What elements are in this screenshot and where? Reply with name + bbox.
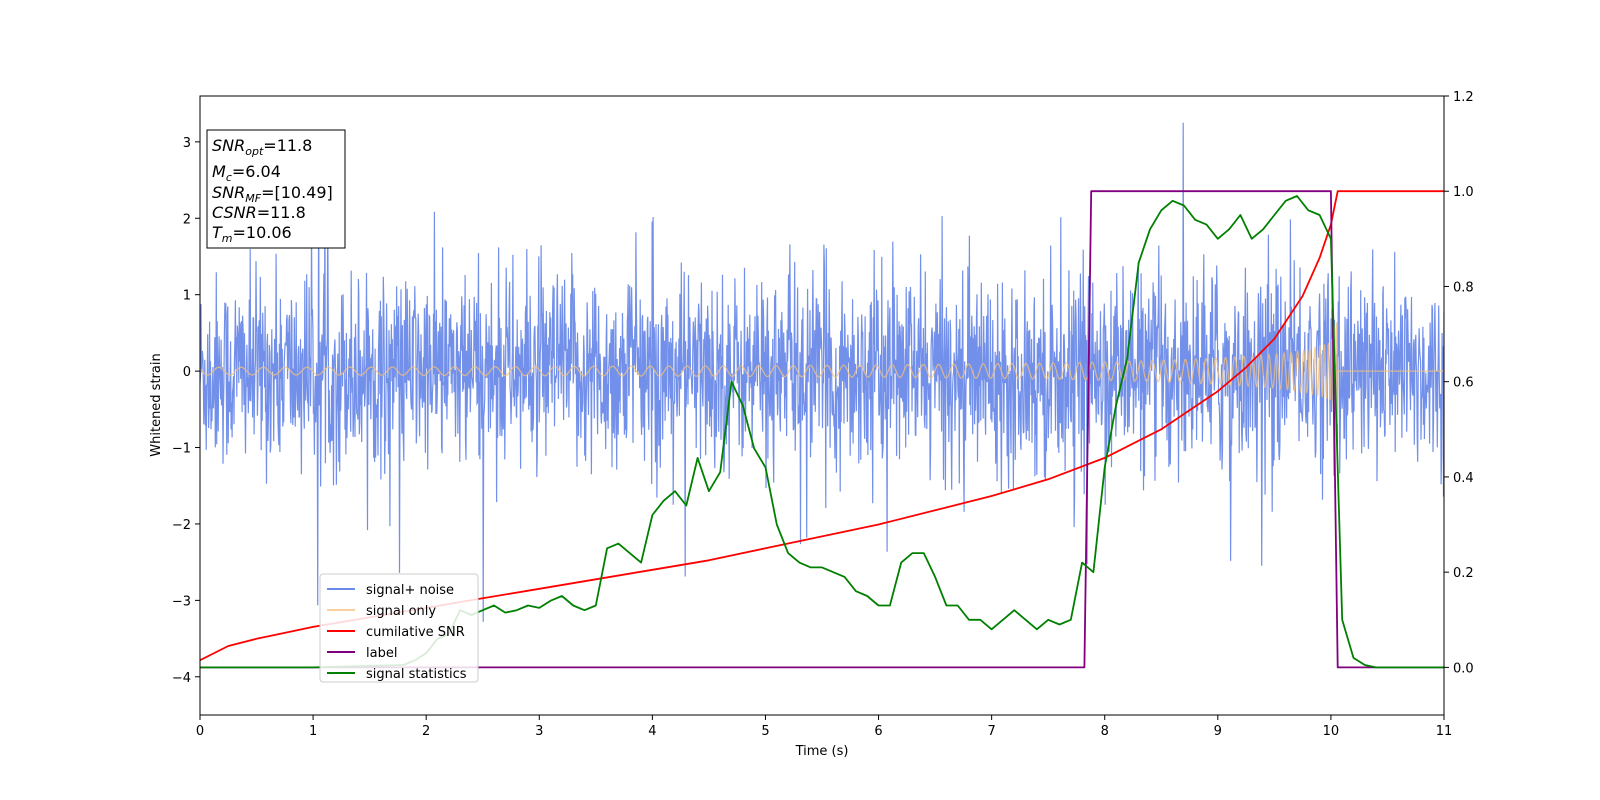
- y-tick-label: 3: [183, 136, 191, 151]
- y-axis-left: −4 −3 −2 −1 0 1 2 3: [172, 136, 200, 686]
- x-tick-label: 7: [987, 724, 995, 739]
- info-box: SNRopt=11.8 Mc=6.04 SNRMF=[10.49] CSNR=1…: [206, 129, 346, 249]
- y-tick-label: −3: [172, 594, 191, 609]
- y-tick-label: 2: [183, 212, 191, 227]
- x-tick-label: 11: [1436, 724, 1453, 739]
- legend: signal+ noise signal only cumilative SNR la…: [319, 573, 479, 683]
- x-tick-label: 9: [1214, 724, 1222, 739]
- legend-label: signal+ noise: [366, 583, 454, 598]
- legend-label: cumilative SNR: [366, 625, 465, 640]
- y2-tick-label: 1.0: [1453, 185, 1474, 200]
- x-tick-label: 3: [535, 724, 543, 739]
- y-tick-label: −2: [172, 518, 191, 533]
- y-axis-right: 0.0 0.2 0.4 0.6 0.8 1.0 1.2: [1444, 90, 1474, 676]
- y-axis-label: Whitened strain: [149, 353, 164, 456]
- series-signal-statistics-line: [200, 195, 1444, 669]
- y-tick-label: 1: [183, 289, 191, 304]
- info-csnr: CSNR=11.8: [212, 203, 306, 222]
- x-tick-label: 10: [1323, 724, 1340, 739]
- info-snr-mf: SNRMF=[10.49]: [212, 183, 333, 205]
- series-signal-only-line: [200, 322, 1444, 424]
- y2-tick-label: 0.4: [1453, 471, 1474, 486]
- legend-label: signal only: [366, 604, 436, 619]
- x-tick-label: 2: [422, 724, 430, 739]
- y2-tick-label: 1.2: [1453, 90, 1474, 105]
- legend-frame: [319, 573, 479, 683]
- x-tick-label: 6: [874, 724, 882, 739]
- legend-label: label: [366, 646, 397, 661]
- info-mc: Mc=6.04: [212, 162, 281, 184]
- info-box-frame: [206, 129, 346, 249]
- y-tick-label: −4: [172, 671, 191, 686]
- info-tm: Tm=10.06: [212, 223, 292, 245]
- legend-label: signal statistics: [366, 667, 467, 682]
- y2-tick-label: 0.6: [1453, 376, 1474, 391]
- y2-tick-label: 0.0: [1453, 661, 1474, 676]
- y2-tick-label: 0.2: [1453, 566, 1474, 581]
- x-axis: 0 1 2 3 4 5 6 7 8 9 10 11: [196, 715, 1452, 739]
- x-tick-label: 1: [309, 724, 317, 739]
- y2-tick-label: 0.8: [1453, 280, 1474, 295]
- y-tick-label: 0: [183, 365, 191, 380]
- y-tick-label: −1: [172, 442, 191, 457]
- x-axis-label: Time (s): [795, 744, 849, 759]
- x-tick-label: 0: [196, 724, 204, 739]
- x-tick-label: 8: [1101, 724, 1109, 739]
- x-tick-label: 5: [761, 724, 769, 739]
- info-snr-opt: SNRopt=11.8: [212, 136, 312, 158]
- plot-frame: [199, 95, 1445, 716]
- series-label-line: [200, 190, 1444, 669]
- x-tick-label: 4: [648, 724, 656, 739]
